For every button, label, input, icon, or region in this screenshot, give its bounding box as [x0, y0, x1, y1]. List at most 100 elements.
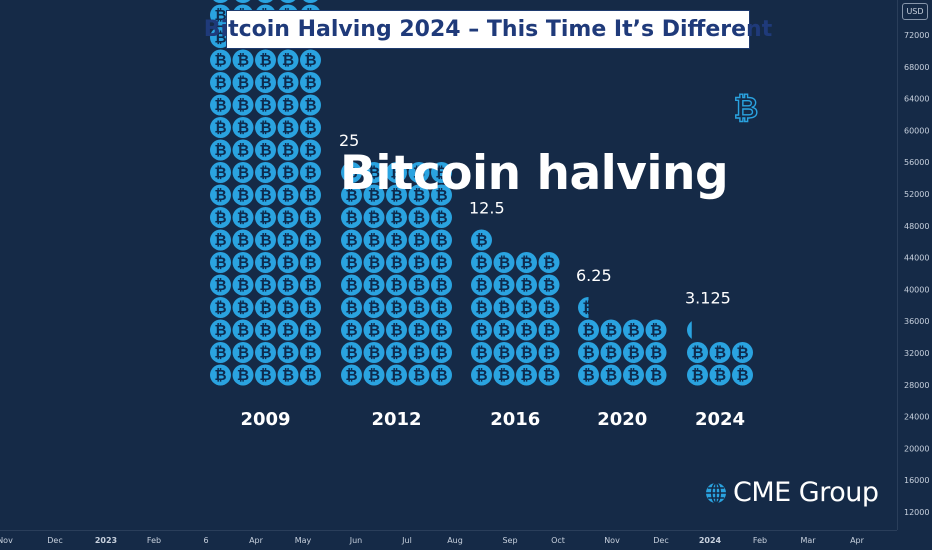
svg-text:₿: ₿: [605, 321, 617, 339]
svg-text:₿: ₿: [282, 276, 294, 294]
svg-text:₿: ₿: [345, 299, 357, 317]
coin: ₿: [516, 319, 537, 341]
time-tick-label: Nov: [604, 536, 620, 545]
coin: ₿: [408, 319, 430, 341]
coin: ₿: [255, 139, 276, 161]
time-tick-label: Mar: [800, 536, 816, 545]
svg-text:₿: ₿: [282, 299, 294, 317]
svg-text:₿: ₿: [413, 231, 425, 249]
svg-text:₿: ₿: [475, 321, 487, 339]
svg-text:₿: ₿: [282, 74, 294, 92]
svg-text:₿: ₿: [282, 0, 294, 2]
svg-text:₿: ₿: [582, 299, 594, 317]
svg-text:₿: ₿: [390, 299, 402, 317]
svg-text:₿: ₿: [368, 186, 380, 204]
coin: ₿: [210, 252, 231, 273]
coin: ₿: [258, 0, 273, 3]
coin: ₿: [300, 72, 321, 93]
time-tick-label: Feb: [147, 536, 161, 545]
svg-text:₿: ₿: [282, 141, 294, 159]
svg-text:₿: ₿: [368, 321, 380, 339]
coin: ₿: [232, 162, 254, 183]
svg-text:₿: ₿: [435, 254, 447, 272]
bar-2020: ₿ ₿ ₿ ₿ ₿ ₿ ₿ ₿ ₿ ₿ ₿ ₿ ₿: [578, 297, 667, 386]
coin: ₿: [277, 274, 299, 296]
year-label: 2016: [490, 409, 540, 430]
brand-name: CME Group: [733, 477, 879, 508]
svg-text:₿: ₿: [413, 209, 425, 227]
svg-text:₿: ₿: [237, 186, 249, 204]
value-label: 3.125: [685, 289, 731, 308]
coin: ₿: [277, 162, 299, 183]
svg-text:₿: ₿: [435, 344, 447, 362]
coin: ₿: [341, 207, 362, 228]
svg-text:₿: ₿: [259, 164, 271, 182]
svg-text:₿: ₿: [691, 344, 703, 362]
svg-text:₿: ₿: [214, 96, 226, 114]
coin: ₿: [303, 0, 318, 3]
price-tick-label: 24000: [904, 413, 929, 422]
svg-text:₿: ₿: [498, 321, 510, 339]
svg-text:₿: ₿: [214, 321, 226, 339]
svg-text:₿: ₿: [304, 366, 316, 384]
coin: ₿: [300, 139, 321, 161]
bar-2016: ₿ ₿ ₿ ₿ ₿ ₿ ₿ ₿ ₿ ₿ ₿ ₿ ₿ ₿ ₿ ₿ ₿ ₿ ₿ ₿ ₿ ₿ ₿ ₿ ₿: [471, 229, 560, 386]
coin: ₿: [363, 274, 385, 296]
svg-text:₿: ₿: [390, 344, 402, 362]
svg-text:₿: ₿: [304, 0, 316, 2]
coin: ₿: [408, 207, 430, 228]
svg-text:₿: ₿: [435, 186, 447, 204]
coin: ₿: [210, 139, 231, 161]
cme-group-logo: CME Group: [705, 477, 879, 508]
coin: ₿: [431, 252, 452, 273]
coin: ₿: [210, 229, 231, 251]
time-tick-label: Jun: [349, 536, 363, 545]
svg-text:₿: ₿: [691, 321, 703, 339]
coin: ₿: [232, 207, 254, 228]
coin: ₿: [386, 207, 407, 228]
year-label: 2020: [597, 409, 647, 430]
coin: ₿: [408, 342, 430, 363]
coin: ₿: [516, 274, 537, 296]
svg-text:₿: ₿: [237, 344, 249, 362]
coin: ₿: [232, 94, 254, 116]
coin: ₿: [732, 342, 753, 363]
coin: ₿: [431, 162, 452, 183]
price-tick-label: 28000: [904, 381, 929, 390]
coin: ₿: [709, 364, 731, 386]
coin: ₿: [363, 162, 385, 183]
coin: ₿: [538, 297, 560, 318]
svg-text:₿: ₿: [627, 344, 639, 362]
svg-text:₿: ₿: [543, 299, 555, 317]
svg-text:₿: ₿: [435, 366, 447, 384]
coin: ₿: [210, 184, 231, 206]
coin: ₿: [300, 49, 321, 71]
svg-text:₿: ₿: [582, 344, 594, 362]
coin: ₿: [232, 297, 254, 318]
coin: ₿: [363, 342, 385, 363]
svg-text:₿: ₿: [435, 299, 447, 317]
svg-text:₿: ₿: [237, 74, 249, 92]
title-banner: Bitcoin Halving 2024 – This Time It’s Di…: [204, 10, 772, 49]
svg-text:₿: ₿: [214, 141, 226, 159]
svg-text:₿: ₿: [435, 231, 447, 249]
price-tick-label: 48000: [904, 222, 929, 231]
coin: ₿: [431, 342, 452, 363]
coin: ₿: [431, 297, 452, 318]
currency-badge[interactable]: USD: [902, 3, 928, 20]
coin: ₿: [408, 229, 430, 251]
svg-text:₿: ₿: [345, 186, 357, 204]
svg-text:₿: ₿: [282, 344, 294, 362]
coin: ₿: [300, 297, 321, 318]
svg-text:₿: ₿: [543, 366, 555, 384]
coin: ₿: [493, 342, 515, 363]
svg-text:₿: ₿: [475, 366, 487, 384]
coin: ₿: [277, 94, 299, 116]
coin: ₿: [300, 117, 321, 138]
svg-text:₿: ₿: [259, 96, 271, 114]
svg-text:₿: ₿: [345, 164, 357, 182]
svg-text:₿: ₿: [520, 366, 532, 384]
svg-text:₿: ₿: [304, 276, 316, 294]
svg-text:₿: ₿: [214, 299, 226, 317]
svg-text:₿: ₿: [345, 209, 357, 227]
